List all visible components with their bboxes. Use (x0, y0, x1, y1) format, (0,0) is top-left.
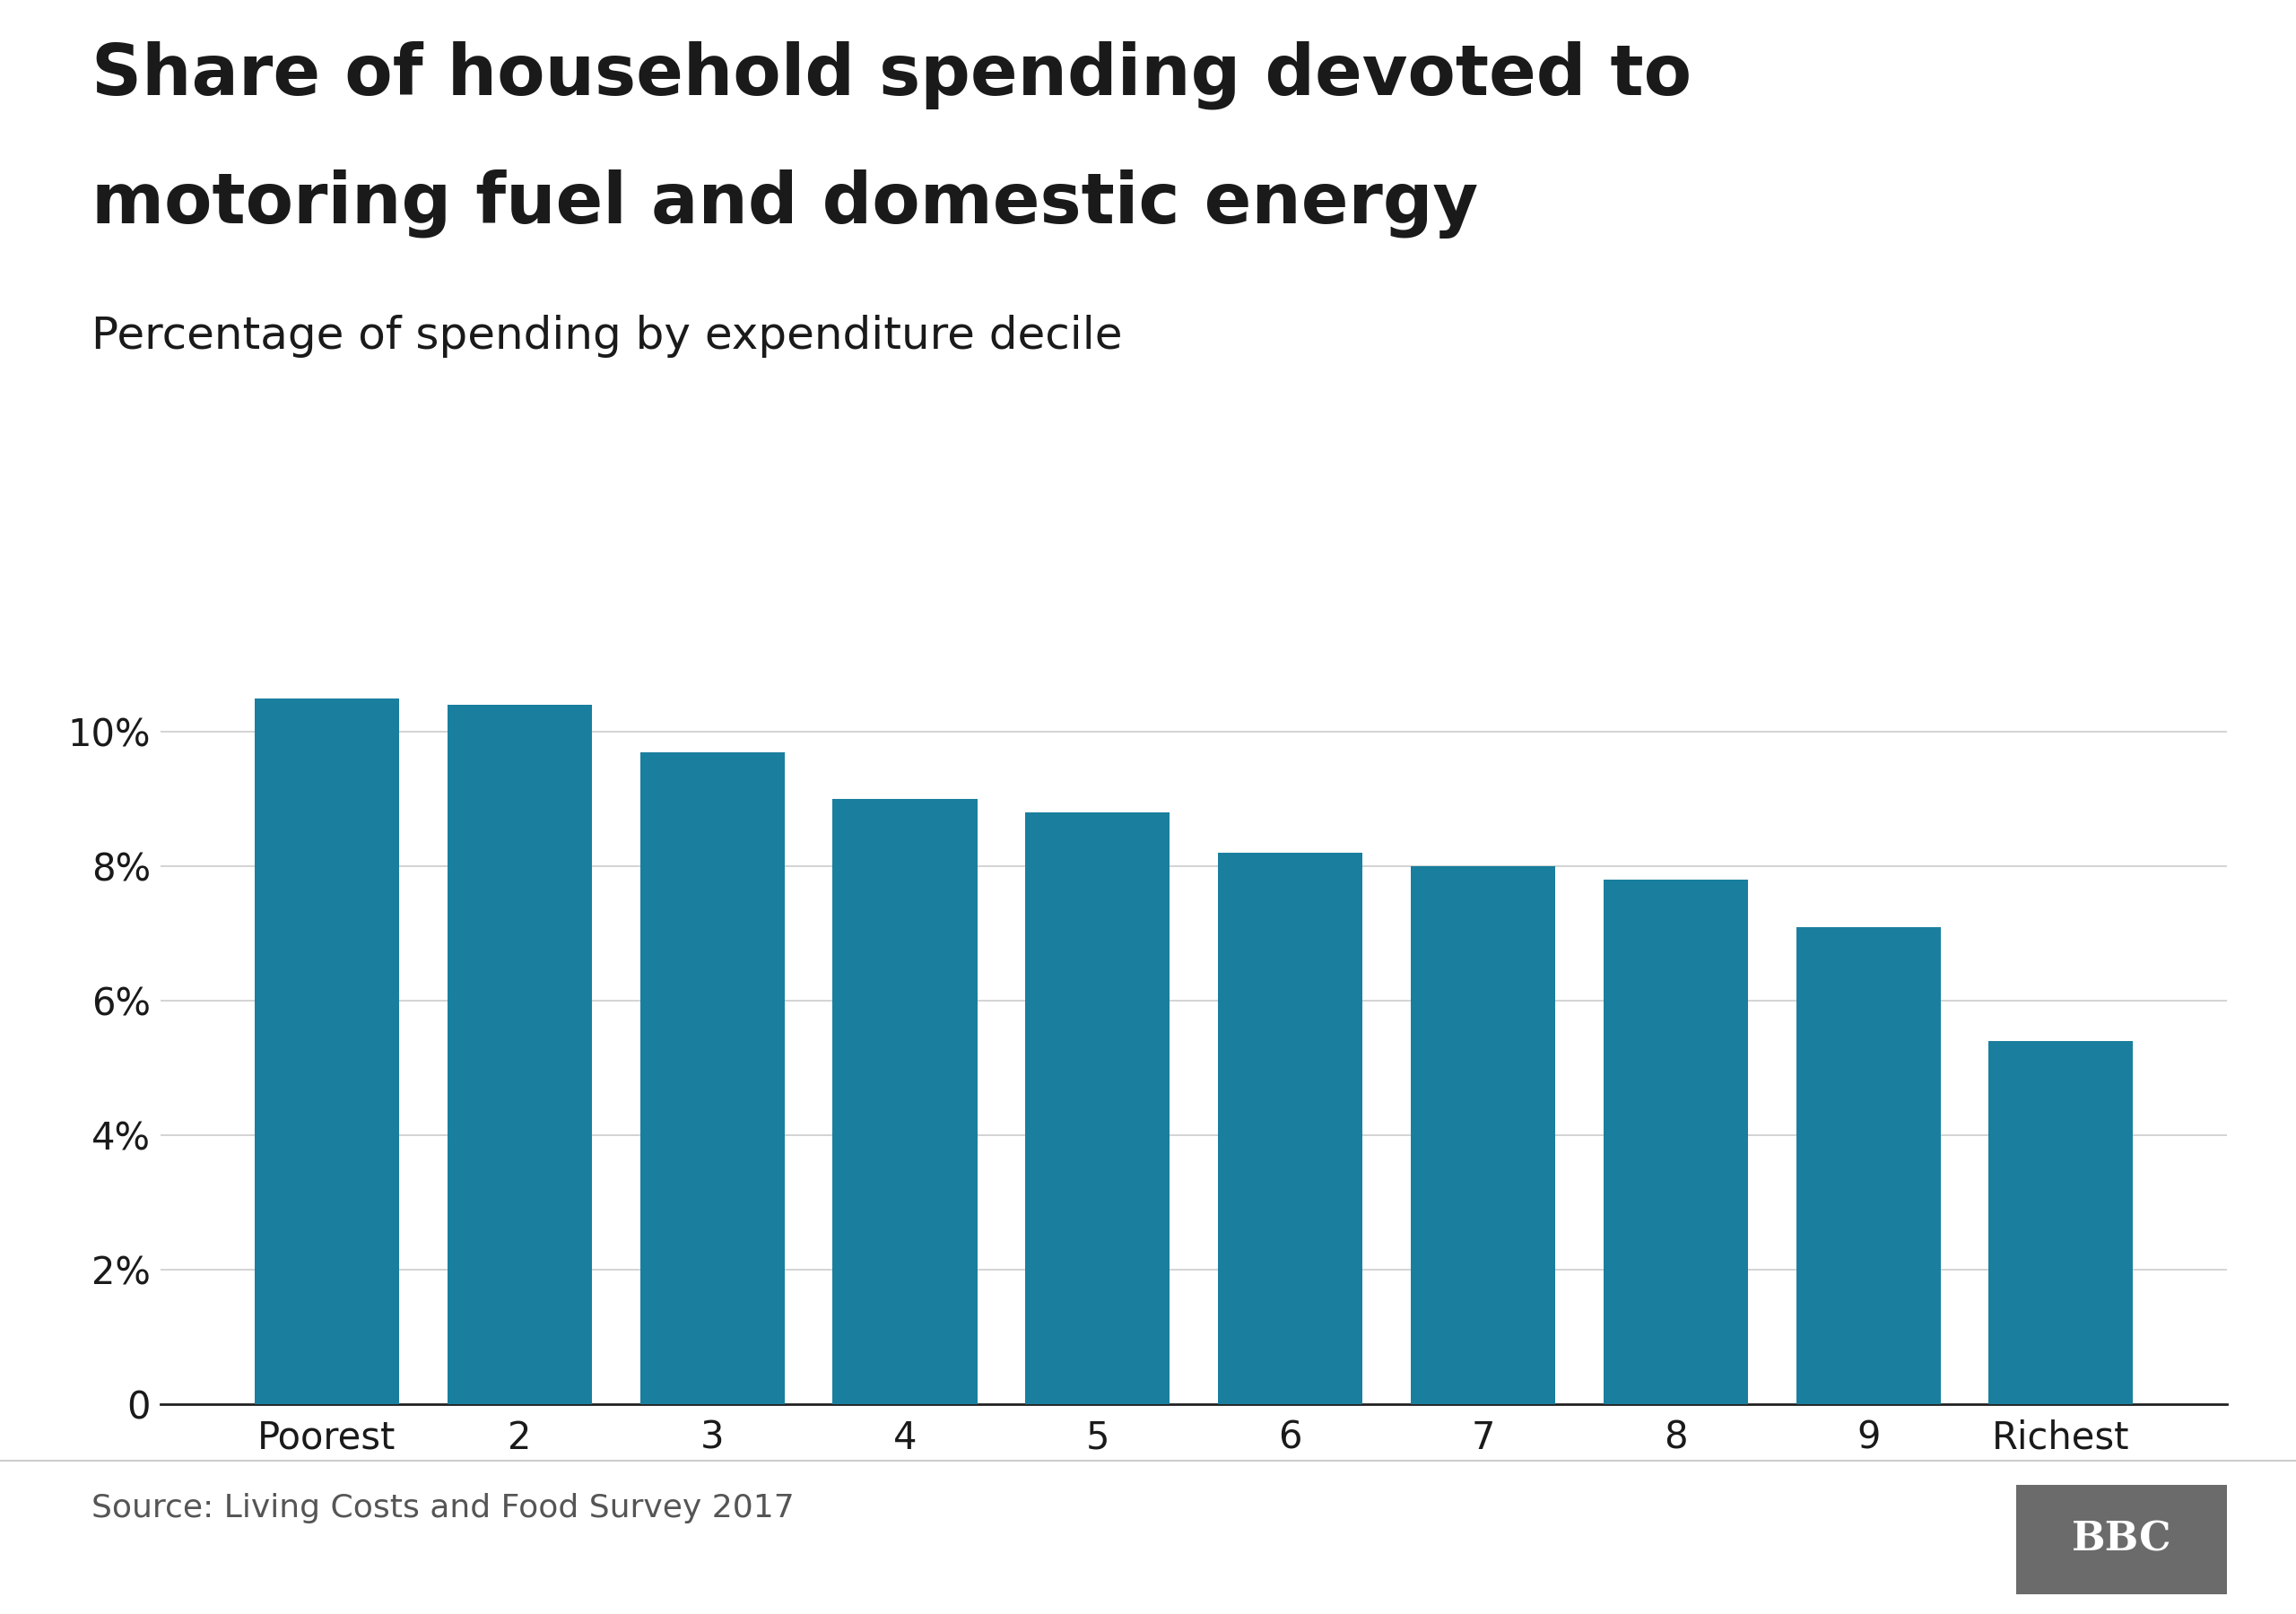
Text: BBC: BBC (2071, 1520, 2172, 1559)
Bar (1217, 852, 1362, 1404)
Bar (1795, 926, 1940, 1404)
Bar (1026, 812, 1171, 1404)
Bar (1410, 867, 1554, 1404)
Bar (448, 705, 592, 1404)
Text: Share of household spending devoted to: Share of household spending devoted to (92, 40, 1692, 110)
Bar (1603, 880, 1747, 1404)
Text: Source: Living Costs and Food Survey 2017: Source: Living Costs and Food Survey 201… (92, 1493, 794, 1524)
Bar (833, 799, 978, 1404)
Text: Percentage of spending by expenditure decile: Percentage of spending by expenditure de… (92, 315, 1123, 358)
Bar (255, 697, 400, 1404)
Text: motoring fuel and domestic energy: motoring fuel and domestic energy (92, 169, 1479, 239)
Bar (1988, 1041, 2133, 1404)
Bar (641, 752, 785, 1404)
